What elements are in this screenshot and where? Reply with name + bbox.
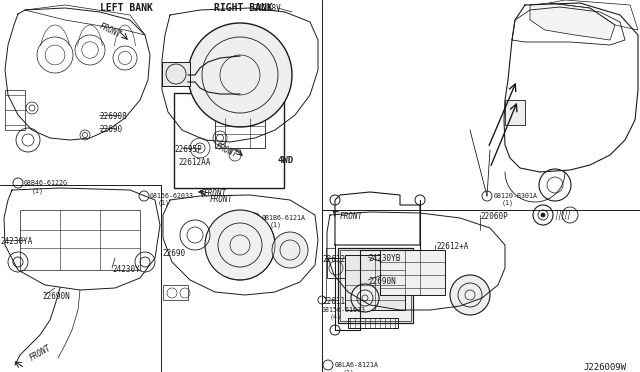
Text: 22690N: 22690N [368,277,396,286]
Text: (1): (1) [158,200,170,206]
Text: 22690: 22690 [162,249,185,258]
Bar [163,285,188,300]
Text: 24218V: 24218V [253,4,281,13]
Circle shape [351,284,379,312]
Bar [174,93,284,188]
Text: FRONT: FRONT [204,189,227,198]
Bar [348,318,398,328]
Text: FRONT: FRONT [210,195,233,204]
Text: (1): (1) [343,369,355,372]
Text: 22612+A: 22612+A [436,242,468,251]
Text: 24230YA: 24230YA [0,237,33,246]
Text: 08120-B301A: 08120-B301A [494,193,538,199]
Bar [340,250,411,321]
Text: 08156-61633: 08156-61633 [322,307,366,313]
Text: 22060P: 22060P [480,212,508,221]
Bar [345,255,405,310]
Text: 24230Y: 24230Y [112,265,140,274]
Text: FRONT: FRONT [98,22,123,40]
Text: 22690N: 22690N [42,292,70,301]
Bar [380,250,445,295]
Text: 22611: 22611 [322,297,345,306]
Text: FRONT: FRONT [28,343,52,363]
Text: RIGHT BANK: RIGHT BANK [214,3,273,13]
Text: J226009W: J226009W [583,363,626,372]
Bar [327,258,345,278]
Bar [215,118,265,148]
Polygon shape [530,3,615,40]
Text: 08B46-6122G: 08B46-6122G [24,180,68,186]
Circle shape [450,275,490,315]
Text: (4): (4) [330,314,342,321]
Text: 08156-62033: 08156-62033 [150,193,194,199]
Bar [505,100,525,125]
Text: FRONT: FRONT [214,142,239,160]
Text: 22612: 22612 [322,255,345,264]
Circle shape [272,232,308,268]
Text: LEFT BANK: LEFT BANK [100,3,153,13]
Text: 226908: 226908 [99,112,127,121]
Circle shape [541,213,545,217]
Text: 08LA6-8121A: 08LA6-8121A [335,362,379,368]
Text: 22612AA: 22612AA [178,158,211,167]
Bar [162,62,190,86]
Text: 4WD: 4WD [277,156,293,165]
Text: (1): (1) [270,222,282,228]
Bar [338,248,413,323]
Text: 22690: 22690 [99,125,122,134]
Circle shape [188,23,292,127]
Text: (1): (1) [502,200,514,206]
Text: 22695P: 22695P [174,145,202,154]
Circle shape [205,210,275,280]
Bar [5,90,25,130]
Text: 0B1B6-6121A: 0B1B6-6121A [262,215,306,221]
Bar [20,210,140,270]
Text: FRONT: FRONT [340,212,363,221]
Text: 24230YB: 24230YB [368,254,401,263]
Text: (1): (1) [32,187,44,193]
